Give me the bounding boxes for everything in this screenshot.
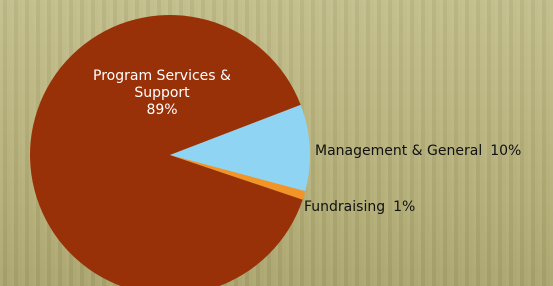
category-label: Program Services & Support	[92, 68, 232, 102]
chart: Program Services & Support89% Management …	[0, 0, 553, 286]
slice-label: Management & General 10%	[315, 143, 521, 159]
category-label: Management & General	[315, 143, 482, 159]
slice-label: Fundraising 1%	[304, 199, 415, 215]
category-label: Fundraising	[304, 199, 385, 215]
value-label: 10%	[490, 143, 521, 159]
value-label: 89%	[92, 102, 232, 119]
value-label: 1%	[393, 199, 415, 215]
